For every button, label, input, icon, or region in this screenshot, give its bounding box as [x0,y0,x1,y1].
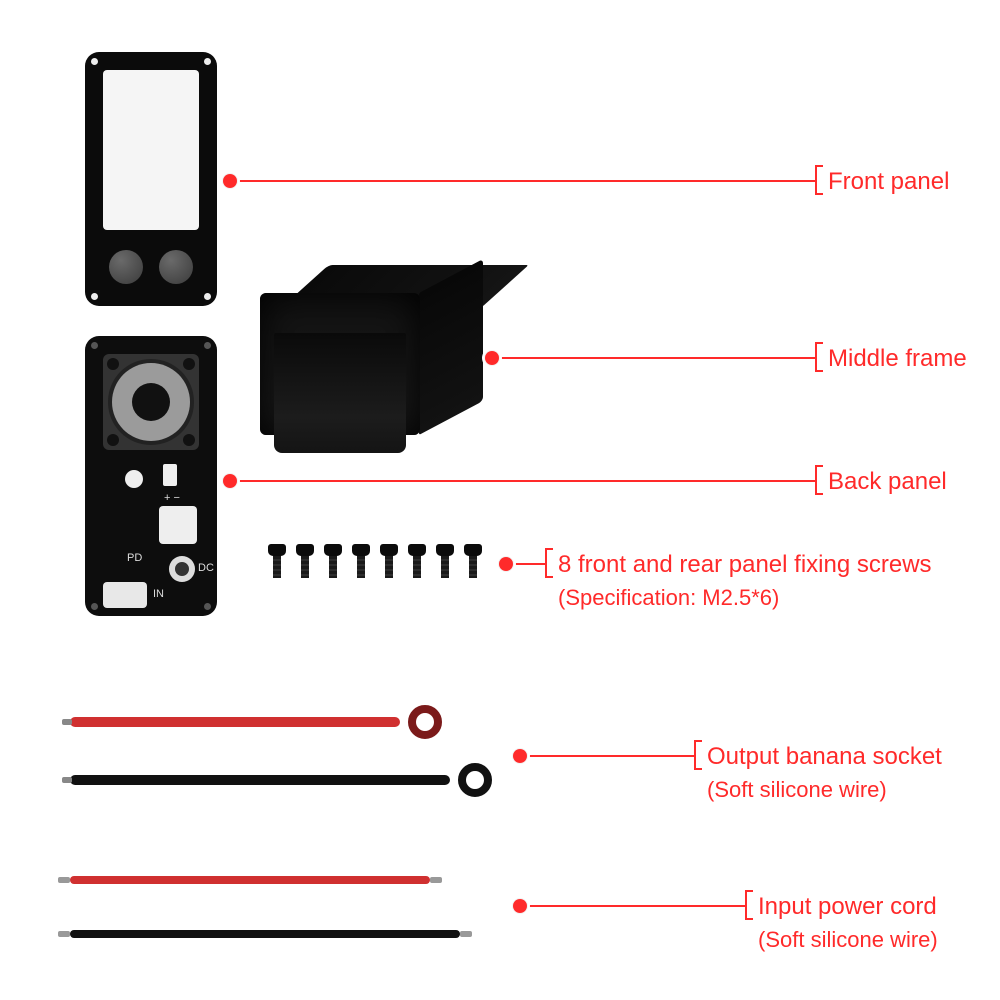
screw-icon [324,544,342,578]
screw-icon [464,544,482,578]
callout-line [520,905,745,907]
box-front-face [260,293,420,435]
box-opening [274,333,406,453]
callout-bracket-icon [694,740,702,770]
front-panel-screen-cutout [103,70,199,230]
callout-dot-icon [485,351,499,365]
callout-label: 8 front and rear panel fixing screws(Spe… [558,551,932,611]
callout-line [492,357,815,359]
callout-label: Back panel [828,468,947,496]
callout-dot-icon [499,557,513,571]
diagram-canvas: + − PD DC IN Front panel Middle frame Back… [0,0,1000,1000]
hole-icon [125,470,143,488]
dc-label: DC [198,562,214,574]
callout-bracket-icon [745,890,753,920]
callout-sublabel: (Soft silicone wire) [758,927,938,953]
callout-dot-icon [223,474,237,488]
middle-frame [260,265,490,435]
callout-label: Front panel [828,168,949,196]
callout-dot-icon [513,899,527,913]
screw-icon [436,544,454,578]
back-panel: + − PD DC IN [85,336,217,616]
screw-hole-icon [204,293,211,300]
callout-bracket-icon [815,165,823,195]
callout-label: Output banana socket(Soft silicone wire) [707,743,942,803]
banana-wire-black [70,775,450,785]
usb-a-cutout-icon [103,582,147,608]
screw-hole-icon [204,58,211,65]
power-wire-red [70,876,430,884]
screw-hole-icon [91,58,98,65]
callout-line [520,755,694,757]
front-panel [85,52,217,306]
callout-bracket-icon [815,465,823,495]
callout-sublabel: (Specification: M2.5*6) [558,585,932,611]
knob-hole-icon [109,250,143,284]
dc-jack-icon [169,556,195,582]
callout-sublabel: (Soft silicone wire) [707,777,942,803]
polarity-label: + − [164,492,180,504]
screws-row [268,544,482,578]
callout-dot-icon [513,749,527,763]
switch-cutout-icon [163,464,177,486]
in-label: IN [153,588,164,600]
callout-dot-icon [223,174,237,188]
screw-hole-icon [91,293,98,300]
screw-icon [380,544,398,578]
callout-label: Middle frame [828,345,967,373]
screw-icon [268,544,286,578]
callout-label: Input power cord(Soft silicone wire) [758,893,938,953]
fan-cutout-icon [103,354,199,450]
screw-icon [408,544,426,578]
screw-icon [296,544,314,578]
usb-c-cutout-icon [159,506,197,544]
callout-bracket-icon [815,342,823,372]
banana-wire-red [70,717,400,727]
callout-line [230,180,815,182]
callout-bracket-icon [545,548,553,578]
screw-icon [352,544,370,578]
pd-label: PD [127,552,142,564]
knob-hole-icon [159,250,193,284]
callout-line [230,480,815,482]
power-wire-black [70,930,460,938]
